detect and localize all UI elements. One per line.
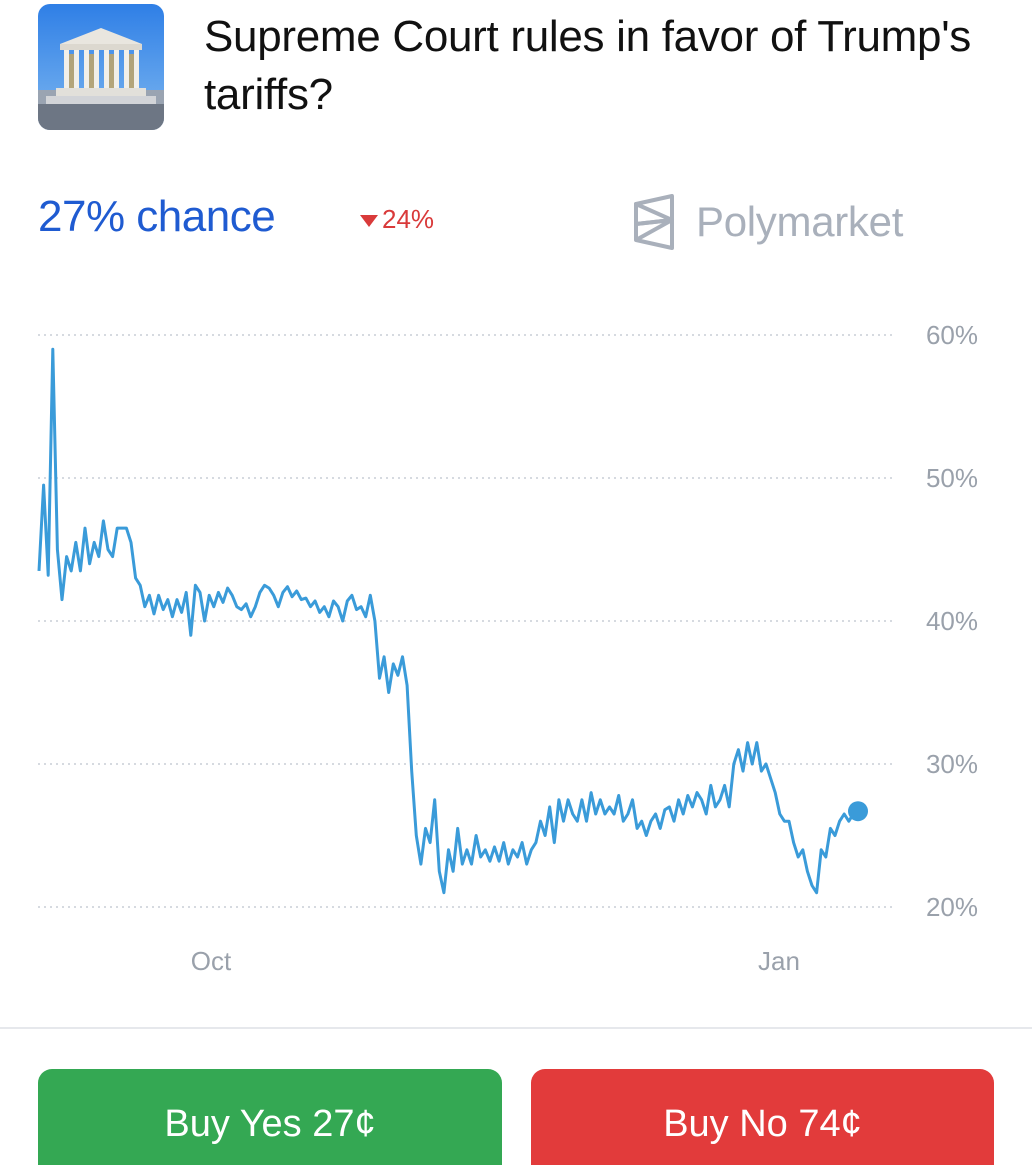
change-indicator: 24% <box>360 204 434 235</box>
x-tick-label: Oct <box>191 946 232 976</box>
buy-no-button[interactable]: Buy No 74¢ <box>531 1069 994 1165</box>
market-thumbnail-image[interactable] <box>38 4 164 130</box>
market-stats: 27% chance 24% Polymarket <box>38 190 998 250</box>
chart-svg: 60% 50% 40% 30% 20% Oct Jan <box>37 320 978 976</box>
x-tick-label: Jan <box>758 946 800 976</box>
buy-yes-button[interactable]: Buy Yes 27¢ <box>38 1069 502 1165</box>
change-value: 24% <box>382 204 435 234</box>
divider <box>0 1027 1032 1029</box>
price-line <box>37 347 859 895</box>
brand-name: Polymarket <box>696 198 904 245</box>
price-history-chart[interactable]: 60% 50% 40% 30% 20% Oct Jan <box>0 300 1032 1000</box>
y-tick-label: 60% <box>926 320 978 350</box>
y-tick-label: 40% <box>926 606 978 636</box>
polymarket-brand[interactable]: Polymarket <box>630 194 903 250</box>
market-title[interactable]: Supreme Court rules in favor of Trump's … <box>204 12 972 119</box>
chance-value: 27% chance <box>38 192 276 241</box>
polymarket-logo-icon <box>634 194 674 250</box>
y-tick-label: 50% <box>926 463 978 493</box>
current-price-dot <box>848 801 868 822</box>
y-tick-label: 20% <box>926 892 978 922</box>
market-header: Supreme Court rules in favor of Trump's … <box>38 4 998 130</box>
down-triangle-icon <box>360 214 378 227</box>
y-tick-label: 30% <box>926 749 978 779</box>
